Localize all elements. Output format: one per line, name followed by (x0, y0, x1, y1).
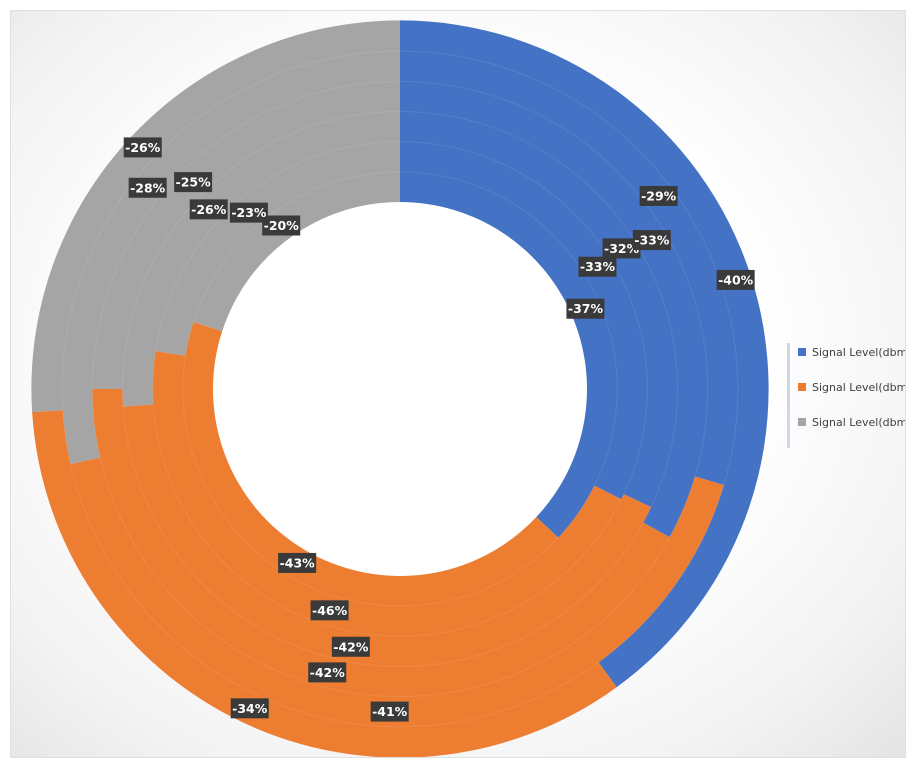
data-label-text: -32% (604, 241, 640, 256)
data-label-z-ring-3: -26% (189, 199, 228, 220)
data-label-z-ring-5: -28% (128, 177, 167, 198)
chart-area: -37% -43% -20% -33% -46% -23% -32% -42% -26% -33%… (10, 10, 906, 758)
legend-label-y: Signal Level(dbm) Y (812, 380, 906, 394)
data-label-x-ring-1: -37% (566, 298, 605, 319)
data-label-box (123, 137, 162, 158)
slice-y-ring-5[interactable] (70, 457, 725, 728)
slice-z-ring-1[interactable] (192, 171, 400, 332)
data-label-text: -34% (232, 701, 268, 716)
slice-x-ring-3[interactable] (400, 110, 679, 508)
slice-y-ring-1[interactable] (182, 321, 559, 607)
data-label-text: -25% (176, 175, 212, 190)
data-label-z-ring-6: -26% (123, 137, 162, 158)
legend-item-x[interactable]: Signal Level(dbm) X (798, 343, 906, 361)
data-label-y-ring-4: -42% (308, 662, 347, 683)
data-label-text: -33% (580, 259, 616, 274)
data-label-y-ring-5: -41% (370, 701, 409, 722)
data-label-box (639, 185, 678, 206)
data-label-x-ring-3: -32% (602, 238, 641, 259)
legend-item-z[interactable]: Signal Level(dbm) Z (798, 413, 906, 431)
data-label-x-ring-6: -40% (716, 269, 755, 290)
data-label-box (370, 701, 409, 722)
slice-z-ring-4[interactable] (91, 80, 400, 389)
slice-y-ring-4[interactable] (91, 389, 671, 698)
data-label-box (308, 662, 347, 683)
legend-swatch-z (798, 418, 806, 426)
ring-separator (61, 50, 739, 728)
slice-x-ring-2[interactable] (400, 141, 648, 500)
data-label-x-ring-5: -29% (639, 185, 678, 206)
data-label-box (310, 600, 349, 621)
data-label-box (229, 202, 268, 223)
data-label-text: -42% (310, 665, 346, 680)
data-label-text: -43% (280, 555, 316, 570)
slice-x-ring-4[interactable] (400, 80, 709, 538)
data-label-box (578, 256, 617, 277)
data-label-text: -40% (718, 272, 754, 287)
ring-separator (152, 141, 648, 637)
ring-separator (91, 80, 709, 698)
data-label-box (602, 238, 641, 259)
slice-y-ring-2[interactable] (152, 350, 622, 637)
data-label-box (716, 269, 755, 290)
legend-swatch-x (798, 348, 806, 356)
data-label-box (566, 298, 605, 319)
slice-z-ring-3[interactable] (121, 110, 401, 407)
legend-label-z: Signal Level(dbm) Z (812, 415, 906, 429)
data-label-box (632, 230, 671, 251)
data-label-text: -20% (264, 218, 300, 233)
ring-separator (122, 111, 678, 667)
data-label-box (331, 636, 370, 657)
doughnut-chart: -37% -43% -20% -33% -46% -23% -32% -42% -26% -33%… (31, 20, 769, 757)
data-label-z-ring-4: -25% (174, 172, 213, 193)
data-label-text: -28% (130, 180, 166, 195)
data-label-z-ring-1: -20% (262, 215, 301, 236)
slice-y-ring-6[interactable] (32, 410, 617, 757)
data-label-text: -46% (312, 603, 348, 618)
data-label-text: -33% (634, 233, 670, 248)
data-label-text: -26% (125, 140, 161, 155)
data-label-box (189, 199, 228, 220)
data-label-x-ring-4: -33% (632, 230, 671, 251)
data-label-x-ring-2: -33% (578, 256, 617, 277)
data-label-y-ring-1: -43% (278, 552, 317, 573)
legend-item-y[interactable]: Signal Level(dbm) Y (798, 378, 906, 396)
data-label-text: -41% (372, 704, 408, 719)
data-label-box (174, 172, 213, 193)
slice-x-ring-1[interactable] (400, 171, 618, 539)
ring-separator (182, 171, 618, 607)
data-label-text: -26% (191, 202, 227, 217)
slice-z-ring-6[interactable] (31, 20, 401, 413)
data-label-z-ring-2: -23% (229, 202, 268, 223)
data-label-box (262, 215, 301, 236)
data-label-text: -23% (231, 205, 267, 220)
data-label-y-ring-3: -42% (331, 636, 370, 657)
slice-z-ring-2[interactable] (155, 141, 400, 356)
data-label-box (278, 552, 317, 573)
data-label-text: -29% (641, 188, 677, 203)
legend: Signal Level(dbm) X Signal Level(dbm) Y … (787, 343, 906, 448)
data-label-box (230, 698, 269, 719)
legend-label-x: Signal Level(dbm) X (812, 345, 906, 359)
data-label-text: -37% (568, 301, 604, 316)
legend-swatch-y (798, 383, 806, 391)
data-label-y-ring-2: -46% (310, 600, 349, 621)
data-label-y-ring-6: -34% (230, 698, 269, 719)
data-label-text: -42% (333, 639, 369, 654)
data-label-box (128, 177, 167, 198)
slice-x-ring-5[interactable] (400, 50, 739, 486)
slice-y-ring-3[interactable] (122, 404, 652, 668)
